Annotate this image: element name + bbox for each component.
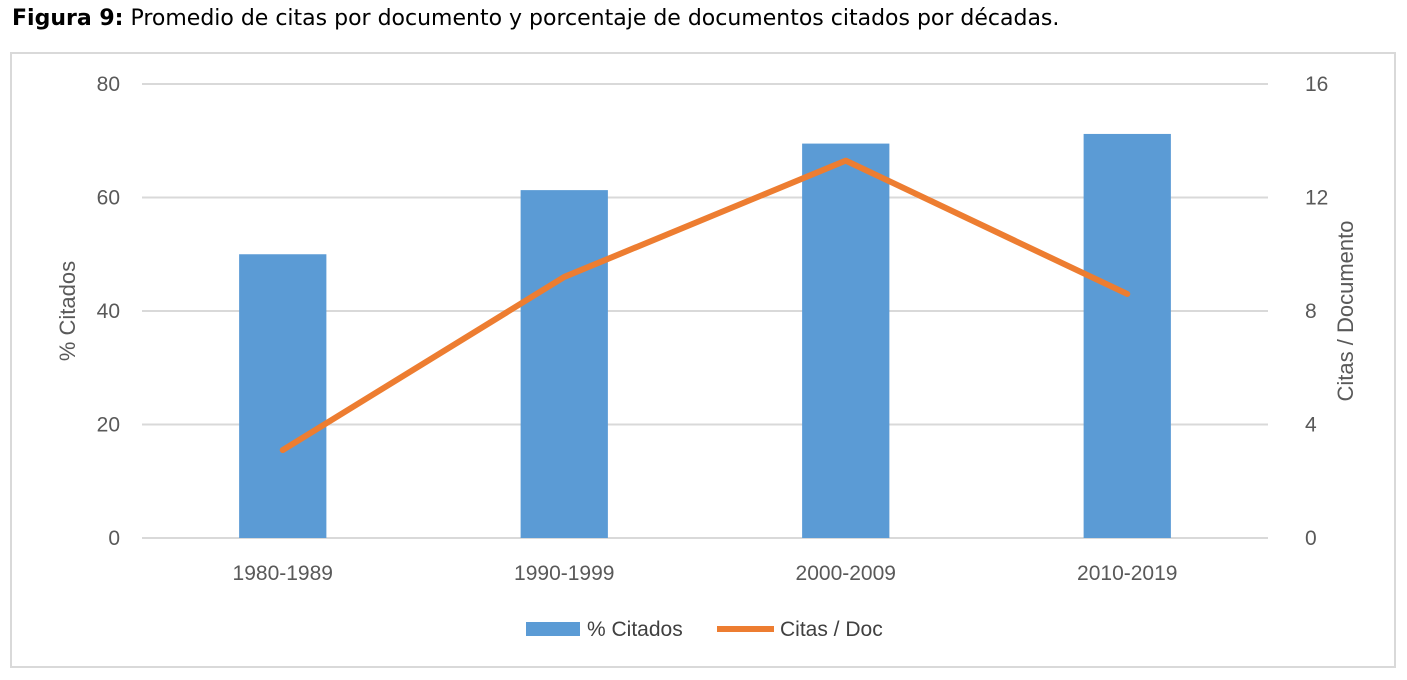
gridlines (142, 83, 1268, 539)
figure-caption-label: Figura 9: (12, 6, 124, 31)
left-tick-label: 0 (108, 527, 120, 550)
legend-label-bar: % Citados (587, 618, 683, 641)
right-tick-label: 16 (1305, 73, 1328, 96)
right-tick-label: 0 (1305, 527, 1317, 550)
x-tick-label: 2000-2009 (796, 562, 896, 585)
right-axis-ticks: 0 4 8 12 16 (1305, 73, 1328, 550)
left-tick-label: 60 (97, 187, 120, 210)
right-tick-label: 4 (1305, 414, 1317, 437)
left-axis-ticks: 0 20 40 60 80 (97, 73, 120, 550)
left-tick-label: 20 (97, 414, 120, 437)
right-tick-label: 12 (1305, 187, 1328, 210)
left-axis-title: % Citados (55, 261, 80, 361)
bar-1980-1989 (239, 254, 327, 538)
right-tick-label: 8 (1305, 300, 1317, 323)
x-tick-label: 1980-1989 (233, 562, 333, 585)
legend: % Citados Citas / Doc (526, 618, 883, 641)
legend-swatch-bar (526, 622, 580, 636)
bar-series (239, 133, 1171, 538)
legend-label-line: Citas / Doc (780, 618, 883, 641)
bar-1990-1999 (520, 190, 608, 538)
line-citas-doc (279, 157, 1131, 454)
figure-caption-text: Promedio de citas por documento y porcen… (123, 6, 1060, 31)
bar-2010-2019 (1083, 133, 1171, 538)
left-tick-label: 80 (97, 73, 120, 96)
line-series (279, 157, 1131, 454)
right-axis-title: Citas / Documento (1333, 221, 1358, 402)
left-tick-label: 40 (97, 300, 120, 323)
x-tick-label: 1990-1999 (514, 562, 614, 585)
x-axis-ticks: 1980-1989 1990-1999 2000-2009 2010-2019 (233, 562, 1178, 585)
figure-caption: Figura 9: Promedio de citas por document… (12, 6, 1059, 31)
x-tick-label: 2010-2019 (1077, 562, 1177, 585)
bar-2000-2009 (802, 143, 890, 538)
